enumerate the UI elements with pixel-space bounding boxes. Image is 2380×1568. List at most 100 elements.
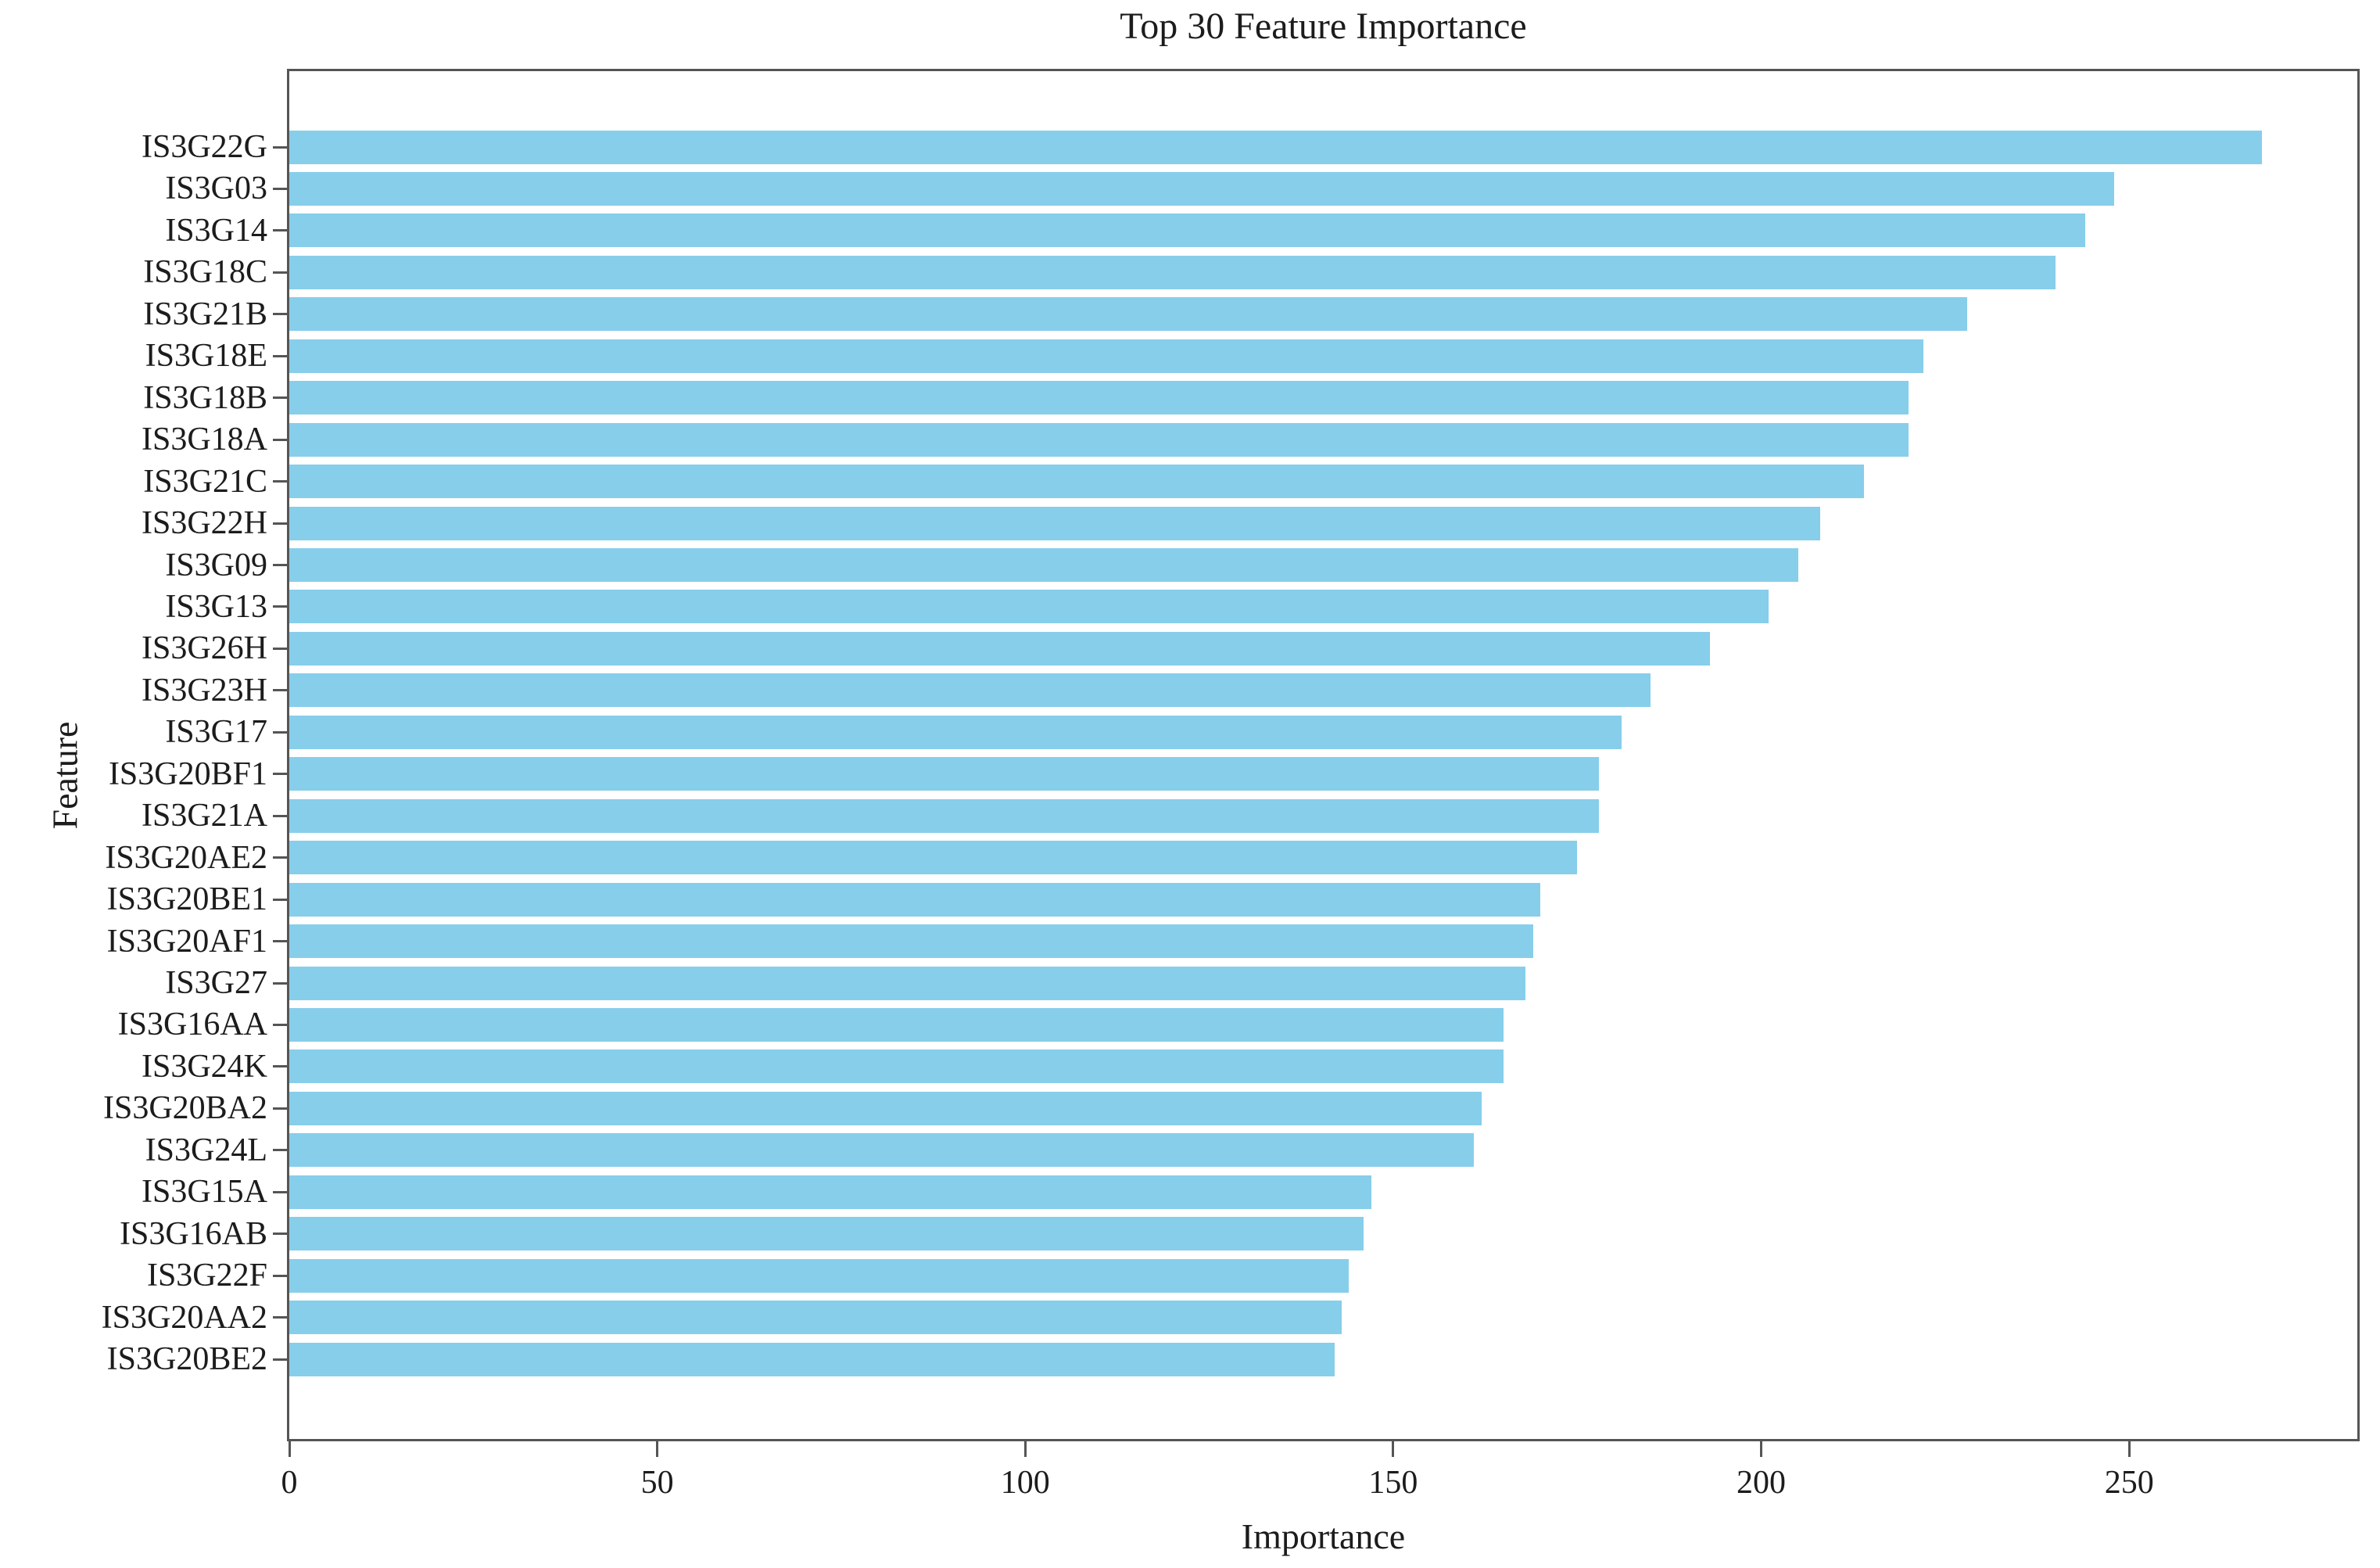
bar-IS3G20BA2 <box>289 1091 1482 1125</box>
x-tick-label: 150 <box>1368 1465 1418 1501</box>
plot-area <box>287 69 2360 1441</box>
y-tick-label: IS3G21B <box>143 296 267 332</box>
x-tick <box>1023 1441 1027 1457</box>
y-tick <box>273 354 287 357</box>
bar-IS3G22G <box>289 130 2262 164</box>
bar-IS3G16AA <box>289 1007 1504 1042</box>
y-tick-label: IS3G24L <box>145 1132 267 1168</box>
y-tick <box>273 187 287 190</box>
bar-IS3G27 <box>289 966 1526 1000</box>
y-tick <box>273 1149 287 1152</box>
x-axis-label: Importance <box>1241 1516 1406 1556</box>
y-tick <box>273 981 287 985</box>
bar-IS3G24L <box>289 1133 1475 1168</box>
bar-IS3G22F <box>289 1258 1350 1293</box>
bar-IS3G18A <box>289 422 1909 457</box>
bar-IS3G21B <box>289 297 1968 332</box>
y-tick <box>273 689 287 692</box>
bar-IS3G21A <box>289 798 1600 833</box>
y-tick <box>273 1107 287 1110</box>
bar-IS3G26H <box>289 631 1710 666</box>
y-tick <box>273 480 287 483</box>
y-tick-label: IS3G09 <box>165 547 267 583</box>
y-tick-label: IS3G23H <box>141 672 267 709</box>
y-tick <box>273 396 287 400</box>
bar-IS3G18E <box>289 339 1923 373</box>
y-tick <box>273 522 287 525</box>
y-tick <box>273 1190 287 1193</box>
y-tick-label: IS3G22G <box>141 129 267 165</box>
x-tick-label: 50 <box>640 1465 674 1501</box>
x-tick-label: 200 <box>1737 1465 1787 1501</box>
y-tick-label: IS3G03 <box>165 170 267 207</box>
y-tick-label: IS3G24K <box>141 1048 267 1085</box>
y-tick-label: IS3G22F <box>146 1258 267 1294</box>
y-tick <box>273 438 287 441</box>
y-tick <box>273 773 287 776</box>
chart-title: Top 30 Feature Importance <box>1120 5 1527 47</box>
y-tick <box>273 814 287 817</box>
y-tick <box>273 229 287 232</box>
y-tick-label: IS3G18A <box>141 422 267 458</box>
y-tick <box>273 1065 287 1068</box>
y-tick <box>273 564 287 566</box>
y-tick <box>273 1358 287 1361</box>
y-tick <box>273 730 287 734</box>
y-tick <box>273 647 287 650</box>
y-tick <box>273 1316 287 1319</box>
bar-IS3G20AF1 <box>289 924 1533 959</box>
bar-IS3G03 <box>289 171 2115 206</box>
bar-IS3G21C <box>289 465 1865 499</box>
bar-IS3G24K <box>289 1050 1504 1084</box>
y-tick-label: IS3G20BA2 <box>102 1090 267 1127</box>
y-tick-label: IS3G20BF1 <box>108 755 267 792</box>
bar-IS3G20AA2 <box>289 1301 1342 1335</box>
x-tick-label: 0 <box>281 1465 298 1501</box>
x-tick <box>1760 1441 1763 1457</box>
y-tick-label: IS3G21C <box>143 463 267 500</box>
bar-IS3G20BF1 <box>289 757 1600 791</box>
x-tick-label: 250 <box>2104 1465 2154 1501</box>
y-tick <box>273 145 287 149</box>
y-tick-label: IS3G18B <box>143 379 267 416</box>
y-tick <box>273 856 287 859</box>
y-tick <box>273 271 287 274</box>
y-tick-label: IS3G18C <box>143 254 267 291</box>
y-tick <box>273 1023 287 1026</box>
y-tick-label: IS3G20BE2 <box>106 1341 267 1378</box>
y-tick-label: IS3G21A <box>141 798 267 834</box>
bar-IS3G09 <box>289 548 1798 582</box>
y-tick <box>273 940 287 943</box>
bar-IS3G23H <box>289 673 1651 708</box>
bar-IS3G15A <box>289 1175 1371 1209</box>
y-tick-label: IS3G22H <box>141 505 267 542</box>
x-tick <box>1392 1441 1395 1457</box>
y-tick <box>273 1233 287 1236</box>
y-tick <box>273 605 287 608</box>
y-tick-label: IS3G20AF1 <box>106 923 267 960</box>
y-tick <box>273 313 287 316</box>
y-tick-label: IS3G16AB <box>119 1215 267 1252</box>
y-tick-label: IS3G26H <box>141 630 267 667</box>
bar-IS3G13 <box>289 590 1769 624</box>
y-tick-label: IS3G16AA <box>117 1006 267 1043</box>
y-tick-label: IS3G27 <box>165 965 267 1001</box>
bar-IS3G20BE2 <box>289 1342 1335 1376</box>
x-tick <box>2127 1441 2131 1457</box>
bar-IS3G20BE1 <box>289 882 1541 917</box>
bar-IS3G18B <box>289 381 1909 415</box>
y-tick-label: IS3G17 <box>165 714 267 751</box>
y-tick-label: IS3G20BE1 <box>106 881 267 918</box>
y-tick-label: IS3G13 <box>165 588 267 625</box>
x-tick-label: 100 <box>1000 1465 1050 1501</box>
x-tick <box>656 1441 659 1457</box>
bar-IS3G16AB <box>289 1217 1364 1251</box>
bar-IS3G20AE2 <box>289 841 1578 875</box>
bar-IS3G14 <box>289 213 2085 248</box>
y-tick-label: IS3G14 <box>165 212 267 249</box>
bar-IS3G18C <box>289 255 2056 289</box>
y-tick <box>273 1274 287 1277</box>
y-tick-label: IS3G20AA2 <box>101 1299 267 1336</box>
x-tick <box>288 1441 291 1457</box>
